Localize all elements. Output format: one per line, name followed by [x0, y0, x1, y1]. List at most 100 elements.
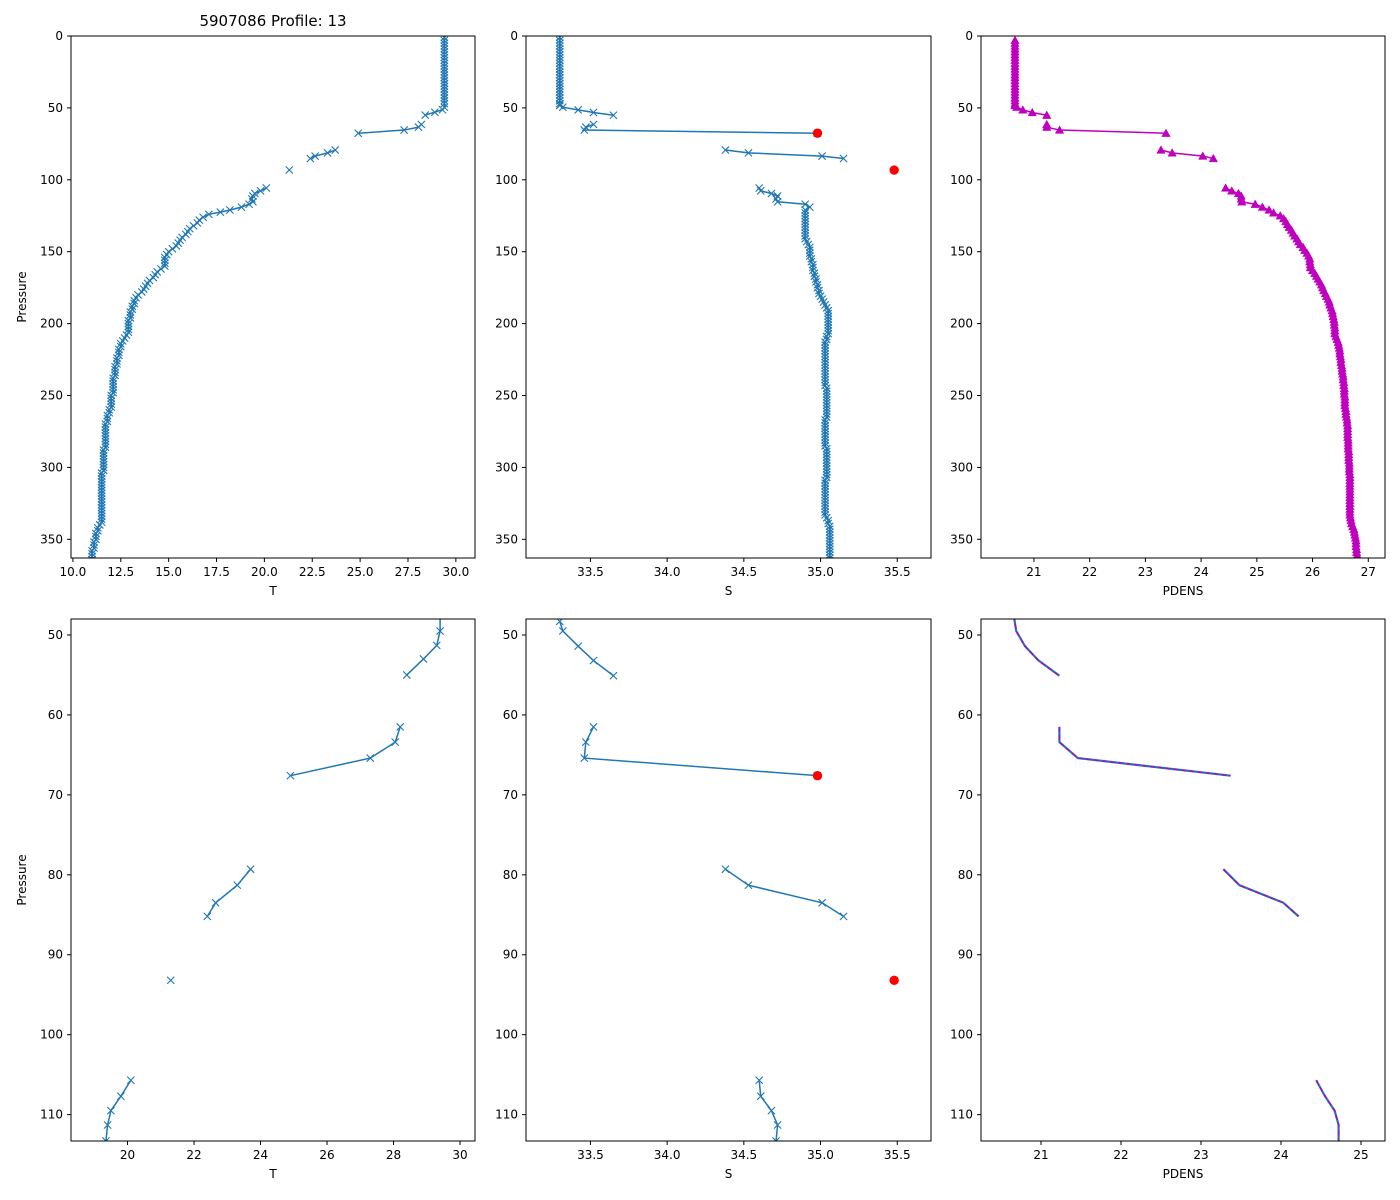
- data-point: [821, 367, 830, 376]
- x-tick-label: 22: [1113, 1148, 1128, 1162]
- data-point: [1167, 148, 1177, 157]
- data-point: [822, 456, 831, 465]
- data-point: [818, 898, 827, 907]
- y-tick-label: 250: [40, 389, 63, 403]
- data-point: [821, 415, 830, 424]
- data-point: [97, 486, 106, 495]
- data-point: [805, 249, 814, 258]
- data-point: [124, 316, 133, 325]
- data-point: [555, 619, 564, 626]
- data-point: [822, 444, 831, 453]
- data-point: [822, 470, 831, 479]
- y-tick-label: 50: [503, 628, 518, 642]
- data-point: [801, 217, 810, 226]
- data-point: [400, 126, 409, 135]
- y-tick-label: 110: [40, 1108, 63, 1122]
- data-point: [440, 36, 449, 42]
- data-point: [440, 82, 449, 91]
- x-axis-label: PDENS: [1163, 584, 1204, 598]
- x-tick-label: 20.0: [251, 565, 278, 579]
- x-tick-label: 25: [1353, 1148, 1368, 1162]
- data-point: [440, 42, 449, 51]
- y-tick-label: 200: [495, 317, 518, 331]
- data-point: [99, 463, 108, 472]
- x-tick-label: 27.5: [395, 565, 422, 579]
- y-tick-label: 50: [503, 101, 518, 115]
- x-tick-label: 25: [1249, 565, 1264, 579]
- data-point: [440, 50, 449, 59]
- data-point: [822, 395, 831, 404]
- data-point: [114, 345, 123, 354]
- data-point: [111, 362, 120, 371]
- data-point: [101, 1137, 110, 1141]
- x-tick-label: 24: [1193, 565, 1208, 579]
- data-point: [801, 229, 810, 237]
- data-point: [589, 722, 598, 731]
- data-point: [825, 522, 834, 531]
- y-tick-label: 250: [495, 389, 518, 403]
- data-point: [581, 738, 590, 747]
- data-point: [821, 496, 830, 505]
- data-point: [555, 50, 564, 59]
- data-point: [124, 325, 133, 334]
- data-point: [821, 479, 830, 488]
- y-tick-label: 70: [48, 788, 63, 802]
- data-point: [822, 450, 831, 459]
- data-point: [97, 515, 106, 524]
- data-point: [101, 434, 110, 443]
- data-point: [440, 62, 449, 71]
- data-point: [440, 67, 449, 76]
- x-axis-label: PDENS: [1163, 1167, 1204, 1181]
- x-tick-label: 35.5: [884, 1148, 911, 1162]
- data-point: [555, 56, 564, 65]
- data-point: [609, 111, 618, 120]
- y-tick-label: 70: [958, 788, 973, 802]
- y-tick-label: 100: [950, 1028, 973, 1042]
- y-tick-label: 300: [950, 460, 973, 474]
- data-point: [440, 90, 449, 99]
- data-point: [97, 469, 106, 478]
- series-line: [559, 37, 614, 116]
- y-tick-label: 250: [950, 389, 973, 403]
- data-point: [555, 44, 564, 53]
- data-point: [107, 400, 116, 409]
- data-point: [116, 1092, 125, 1101]
- data-point: [821, 482, 830, 491]
- data-point: [286, 771, 295, 780]
- data-point: [813, 280, 822, 289]
- data-point: [436, 619, 445, 620]
- y-tick-label: 50: [958, 628, 973, 642]
- data-point: [821, 344, 830, 353]
- data-point: [97, 503, 106, 512]
- data-point: [821, 338, 830, 347]
- data-point: [262, 184, 271, 192]
- data-point: [248, 192, 257, 201]
- data-point: [824, 315, 833, 324]
- data-point: [1018, 105, 1028, 114]
- data-point: [821, 418, 830, 427]
- data-point: [825, 533, 834, 542]
- x-tick-label: 34.5: [730, 565, 757, 579]
- x-tick-label: 21: [1026, 565, 1041, 579]
- data-point: [103, 414, 112, 423]
- data-point: [112, 354, 121, 363]
- data-point: [323, 148, 332, 157]
- data-point: [285, 166, 294, 175]
- chart-panel-bottom-temperature: 20 22 24 26 28 30 50 60 70 80 90 100 110 T Pressure: [15, 618, 476, 1181]
- data-point: [306, 154, 315, 163]
- data-point: [112, 357, 121, 365]
- data-point: [256, 186, 265, 195]
- data-point: [1268, 208, 1279, 217]
- series-line-overlay: [1013, 619, 1060, 677]
- data-point: [440, 85, 449, 94]
- data-point: [421, 111, 430, 120]
- data-point: [555, 53, 564, 62]
- y-tick-label: 80: [48, 868, 63, 882]
- series-line-overlay: [1058, 726, 1231, 777]
- y-tick-label: 0: [965, 29, 973, 43]
- data-point: [97, 483, 106, 492]
- y-tick-label: 300: [40, 460, 63, 474]
- data-point: [773, 1121, 782, 1129]
- plot-area: [1010, 36, 1362, 558]
- data-point: [1054, 125, 1065, 134]
